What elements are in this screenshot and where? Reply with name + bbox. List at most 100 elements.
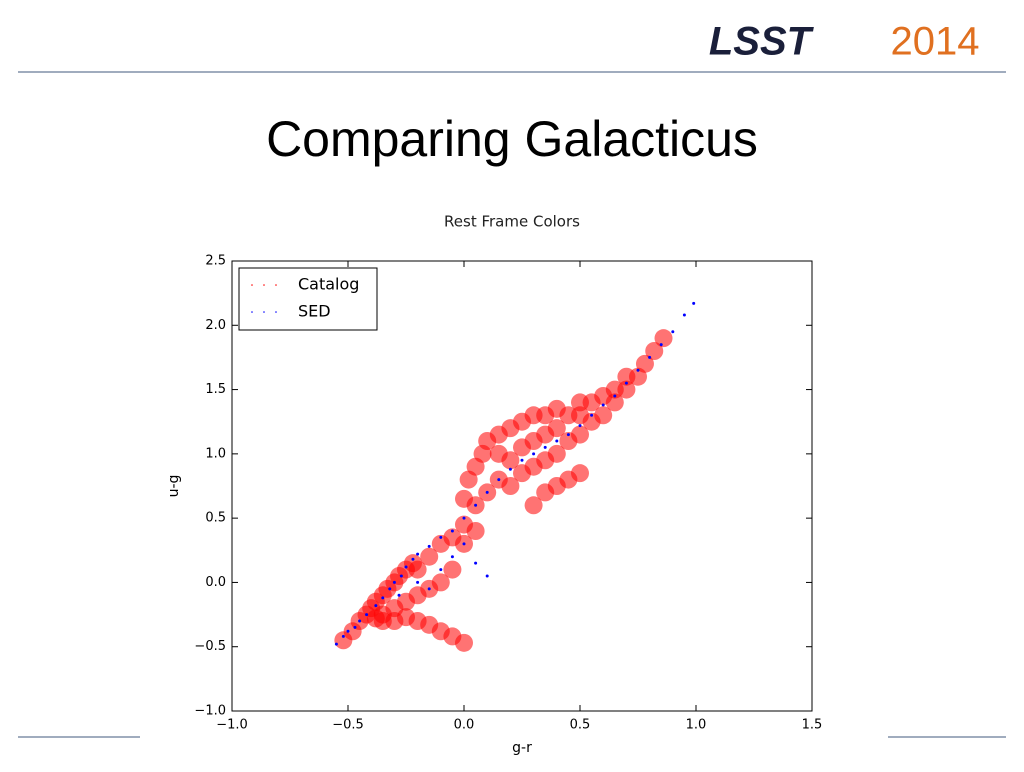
sed-point	[397, 593, 401, 597]
sed-point	[613, 394, 617, 398]
y-tick-label: 2.0	[205, 318, 226, 333]
chart-title: Rest Frame Colors	[444, 213, 580, 231]
y-tick-label: 1.5	[205, 382, 226, 397]
sed-point	[365, 613, 369, 617]
sed-point	[485, 490, 489, 494]
catalog-point	[571, 425, 589, 444]
sed-point	[543, 445, 547, 449]
sed-point	[416, 552, 420, 556]
legend-box	[238, 267, 378, 331]
y-tick-label: 0.0	[205, 575, 226, 590]
legend-marker	[263, 284, 265, 286]
y-axis-label: u-g	[166, 475, 182, 498]
y-tick-label: 2.5	[205, 254, 226, 269]
sed-point	[374, 604, 378, 608]
sed-point	[497, 478, 501, 482]
sed-point	[474, 561, 478, 565]
sed-point	[566, 433, 570, 437]
sed-point	[450, 529, 454, 533]
catalog-point	[431, 573, 450, 592]
sed-point	[427, 544, 431, 548]
sed-point	[353, 625, 357, 629]
catalog-point	[617, 380, 636, 399]
sed-point	[485, 574, 489, 578]
sed-point	[404, 565, 408, 569]
legend-label: Catalog	[298, 275, 359, 294]
catalog-point	[547, 444, 566, 463]
sed-point	[648, 355, 652, 359]
sed-point	[439, 568, 443, 572]
catalog-point	[455, 633, 473, 652]
catalog-point	[501, 451, 520, 470]
sed-point	[636, 368, 640, 372]
sed-point	[439, 535, 443, 539]
catalog-point	[466, 522, 485, 540]
legend-marker	[275, 311, 277, 313]
sed-point	[450, 555, 454, 559]
legend-items: Catalog SED	[251, 275, 359, 321]
legend-marker	[251, 284, 253, 286]
catalog-point	[571, 464, 589, 483]
legend-marker	[263, 311, 265, 313]
x-tick-label: 0.0	[454, 718, 475, 733]
sed-point	[358, 619, 362, 623]
sed-point	[427, 587, 431, 591]
plot-area	[334, 301, 696, 652]
legend: Catalog SED	[238, 267, 378, 331]
logo-lsst: LSST	[709, 20, 815, 64]
slide-title: Comparing Galacticus	[266, 111, 758, 167]
sed-point	[474, 503, 478, 507]
sed-point	[411, 557, 415, 561]
x-tick-label: 1.5	[802, 718, 823, 733]
x-tick-label: 0.5	[570, 718, 591, 733]
catalog-point	[455, 489, 473, 508]
sed-point	[388, 587, 392, 591]
sed-point	[508, 467, 512, 471]
sed-point	[381, 596, 385, 600]
sed-point	[671, 330, 675, 334]
catalog-point	[654, 329, 673, 348]
y-tick-label: −1.0	[194, 704, 226, 719]
catalog-point	[443, 560, 462, 579]
sed-point	[601, 403, 605, 407]
sed-point	[334, 642, 338, 646]
y-tick-label: −0.5	[194, 639, 226, 654]
sed-point	[416, 580, 420, 584]
x-axis-label: g-r	[512, 740, 532, 756]
catalog-point	[408, 560, 427, 579]
catalog-point	[420, 547, 439, 566]
sed-point	[659, 343, 663, 347]
catalog-point	[547, 419, 566, 438]
catalog-point	[536, 483, 555, 502]
legend-label: SED	[298, 302, 331, 321]
sed-point	[682, 313, 686, 317]
sed-point	[532, 452, 536, 456]
x-tick-label: 1.0	[686, 718, 707, 733]
plot-frame	[231, 260, 813, 712]
sed-point	[399, 574, 403, 578]
catalog-point	[635, 354, 654, 373]
catalog-point	[501, 477, 520, 495]
catalog-point	[605, 393, 624, 412]
x-tick-label: −1.0	[216, 718, 248, 733]
catalog-point	[645, 342, 664, 360]
legend-marker	[275, 284, 277, 286]
sed-point	[341, 634, 345, 638]
catalog-point	[594, 406, 613, 425]
sed-point	[692, 301, 696, 305]
y-tick-label: 1.0	[205, 446, 226, 461]
sed-point	[590, 413, 594, 417]
sed-point	[346, 629, 350, 633]
catalog-point	[524, 496, 543, 515]
sed-point	[578, 424, 582, 428]
y-tick-label: 0.5	[205, 511, 226, 526]
sed-point	[462, 542, 466, 546]
x-tick-label: −0.5	[332, 718, 364, 733]
sed-point	[555, 439, 559, 443]
legend-marker	[251, 311, 253, 313]
sed-point	[624, 381, 628, 385]
sed-point	[462, 516, 466, 520]
logo-year: 2014	[891, 20, 980, 64]
